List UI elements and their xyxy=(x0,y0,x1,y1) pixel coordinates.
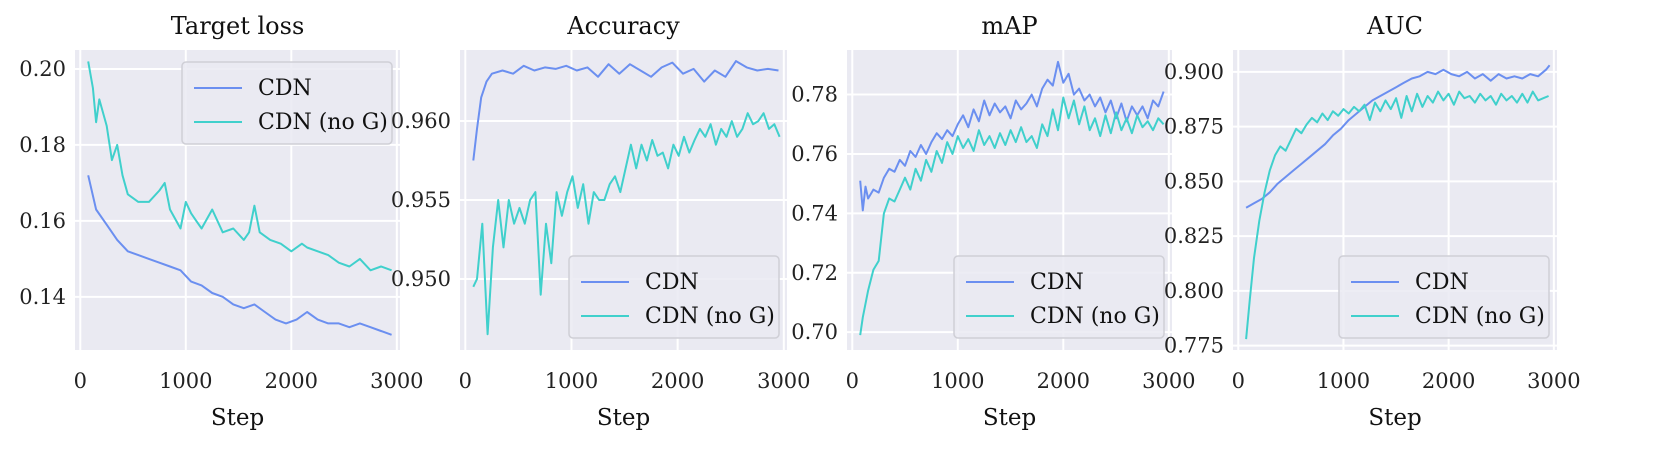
legend: CDN CDN (no G) xyxy=(181,61,393,145)
y-tick-label: 0.900 xyxy=(1164,60,1224,84)
legend-label: CDN xyxy=(645,270,699,295)
y-tick-label: 0.16 xyxy=(19,209,66,233)
y-tick-label: 0.850 xyxy=(1164,169,1224,193)
x-tick-label: 1000 xyxy=(545,369,598,393)
legend-box xyxy=(568,255,780,339)
x-tick-label: 3000 xyxy=(1142,369,1195,393)
y-tick-label: 0.960 xyxy=(391,109,451,133)
x-axis-label: Step xyxy=(1368,405,1421,431)
y-tick-label: 0.78 xyxy=(791,83,838,107)
legend-box xyxy=(181,61,393,145)
series-line-cdn-no-g xyxy=(1245,90,1549,340)
legend: CDN CDN (no G) xyxy=(1338,255,1550,339)
legend-label: CDN (no G) xyxy=(1415,304,1545,329)
y-tick-label: 0.950 xyxy=(391,267,451,291)
panel-title: mAP xyxy=(981,12,1037,40)
x-tick-label: 0 xyxy=(459,369,472,393)
x-axis-label: Step xyxy=(983,405,1036,431)
series-line-cdn xyxy=(859,60,1165,212)
y-tick-label: 0.20 xyxy=(19,57,66,81)
x-tick-label: 3000 xyxy=(1527,369,1580,393)
panel-3: mAP 0 1000 2000 3000 0.70 0.72 0.74 0.76 0.78 Step… xyxy=(791,12,1195,431)
y-tick-label: 0.72 xyxy=(791,261,838,285)
panel-title: AUC xyxy=(1366,12,1423,40)
y-tick-label: 0.800 xyxy=(1164,279,1224,303)
legend-label: CDN (no G) xyxy=(258,110,388,135)
x-tick-label: 1000 xyxy=(1317,369,1370,393)
y-tick-label: 0.74 xyxy=(791,201,838,225)
series-line-cdn-no-g xyxy=(859,96,1165,336)
x-tick-label: 3000 xyxy=(370,369,423,393)
legend: CDN CDN (no G) xyxy=(953,255,1165,339)
legend-label: CDN xyxy=(1030,270,1084,295)
x-tick-label: 2000 xyxy=(1037,369,1090,393)
legend: CDN CDN (no G) xyxy=(568,255,780,339)
x-tick-label: 0 xyxy=(846,369,859,393)
legend-label: CDN xyxy=(1415,270,1469,295)
y-tick-label: 0.825 xyxy=(1164,224,1224,248)
y-tick-label: 0.955 xyxy=(391,188,451,212)
series-line-cdn-no-g xyxy=(87,61,392,272)
x-tick-label: 1000 xyxy=(931,369,984,393)
x-tick-label: 0 xyxy=(1232,369,1245,393)
y-tick-label: 0.14 xyxy=(19,285,66,309)
x-tick-label: 3000 xyxy=(757,369,810,393)
panel-1: Target loss 0 1000 2000 3000 0.14 0.16 0.18 0.20… xyxy=(19,12,423,431)
legend-label: CDN (no G) xyxy=(645,304,775,329)
x-axis-label: Step xyxy=(211,405,264,431)
series-line-cdn xyxy=(472,60,779,161)
x-tick-label: 2000 xyxy=(1422,369,1475,393)
panel-title: Accuracy xyxy=(566,12,680,40)
x-tick-label: 1000 xyxy=(159,369,212,393)
legend-box xyxy=(1338,255,1550,339)
panel-title: Target loss xyxy=(171,12,305,40)
series-line-cdn xyxy=(1245,64,1551,209)
panel-4: AUC 0 1000 2000 3000 0.775 0.800 0.825 0.850 0.87… xyxy=(1164,12,1581,431)
series-line-cdn-no-g xyxy=(472,112,781,336)
y-tick-label: 0.18 xyxy=(19,133,66,157)
panel-2: Accuracy 0 1000 2000 3000 0.950 0.955 0.960 Step… xyxy=(391,12,811,431)
legend-box xyxy=(953,255,1165,339)
x-axis-label: Step xyxy=(597,405,650,431)
x-tick-label: 2000 xyxy=(651,369,704,393)
x-tick-label: 0 xyxy=(74,369,87,393)
y-tick-label: 0.875 xyxy=(1164,115,1224,139)
y-tick-label: 0.775 xyxy=(1164,334,1224,358)
x-tick-label: 2000 xyxy=(265,369,318,393)
y-tick-label: 0.76 xyxy=(791,142,838,166)
series-line-cdn xyxy=(87,175,392,336)
legend-label: CDN (no G) xyxy=(1030,304,1160,329)
legend-label: CDN xyxy=(258,76,312,101)
y-tick-label: 0.70 xyxy=(791,320,838,344)
